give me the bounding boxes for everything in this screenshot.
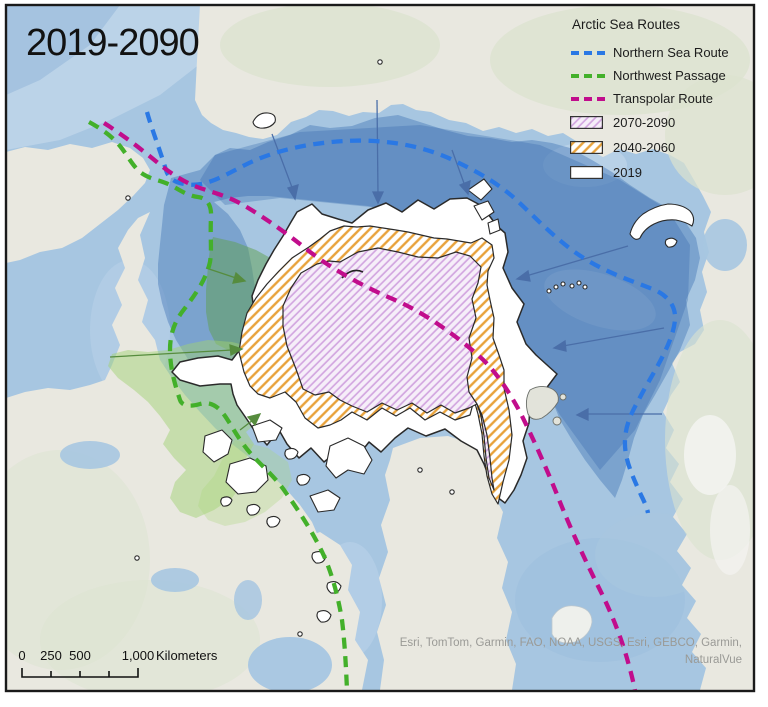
legend-label: 2070-2090 [613,115,676,130]
islands-franz-josef [546,280,588,294]
scale-tick-label: 250 [40,648,62,663]
island-small-1 [284,447,299,460]
legend-label: Transpolar Route [613,91,713,106]
island-small-5 [220,496,233,507]
blue-shaded-region [158,115,700,498]
attribution-line-1: Esri, TomTom, Garmin, FAO, NOAA, USGS, E… [399,637,742,649]
land-chukotka [6,142,150,263]
island-small-4 [266,515,281,528]
legend-label: Northwest Passage [613,68,726,83]
island-ellesmere [325,437,373,479]
legend-item-northern-sea-route: Northern Sea Route [570,41,760,64]
island-novaya-zemlya-south [664,237,678,248]
scale-unit-label: Kilometers [156,648,218,663]
scale-tick-label: 1,000 [122,648,155,663]
island-small-2 [296,473,311,486]
blue-arrow-2 [371,99,385,205]
legend-label: 2040-2060 [613,140,676,155]
land-greenland [377,436,516,690]
northern-sea-route-line [144,111,678,514]
ice-extent-2070-2090 [282,247,495,491]
blue-shaded-core [200,125,690,470]
legend: Arctic Sea Routes Northern Sea Route Nor… [570,17,760,185]
northwest-passage-line [87,120,350,691]
island-banks [202,429,233,463]
green-arrow-3 [239,413,262,431]
island-svalbard [525,385,567,426]
land-iceland [551,605,593,644]
attribution-line-2: NaturalVue [684,653,742,666]
islands [125,59,695,637]
blue-arrows [271,99,665,422]
legend-item-northwest-passage: Northwest Passage [570,64,760,87]
snow-patches [551,415,750,644]
scale-bar: 0 250 500 1,000 Kilometers [18,648,218,678]
green-arrow-2 [109,344,244,358]
blue-arrow-3 [451,149,471,196]
blue-arrow-4 [515,245,629,282]
legend-title: Arctic Sea Routes [572,17,681,32]
legend-label: 2019 [613,165,642,180]
legend-item-2040-2060: 2040-2060 [570,135,760,160]
scale-tick-label: 500 [69,648,91,663]
legend-item-2019: 2019 [570,160,760,185]
swatch-2070-2090 [570,116,606,129]
island-melville [251,419,283,443]
green-arrows [109,267,262,431]
island-wrangel [252,112,276,129]
ice-patch-baffin-3 [316,609,332,623]
map-frame [4,3,756,693]
island-victoria [225,457,269,495]
tiny-island-dots [125,59,455,637]
scale-tick-label: 0 [18,648,25,663]
blue-arrow-6 [575,407,662,422]
island-devon [309,489,341,513]
island-small-3 [246,503,261,516]
blue-arrow-1 [271,133,299,201]
blue-arrow-5 [552,327,665,352]
swatch-2040-2060 [570,141,606,154]
legend-item-2070-2090: 2070-2090 [570,110,760,135]
scale-bar-ticks [21,668,139,678]
transpolar-route-line [102,121,638,691]
map-attribution: Esri, TomTom, Garmin, FAO, NOAA, USGS, E… [382,635,742,668]
legend-item-transpolar-route: Transpolar Route [570,87,760,110]
legend-label: Northern Sea Route [613,45,729,60]
transpolar-route-dash-icon [570,95,606,103]
northern-sea-route-dash-icon [570,49,606,57]
northwest-passage-dash-icon [570,72,606,80]
green-arrow-1 [205,267,247,284]
swatch-2019 [570,166,606,179]
island-novaya-zemlya [629,203,695,240]
map-title: 2019-2090 [26,22,200,64]
lakes [60,219,747,691]
island-severnaya-zemlya [467,178,501,235]
